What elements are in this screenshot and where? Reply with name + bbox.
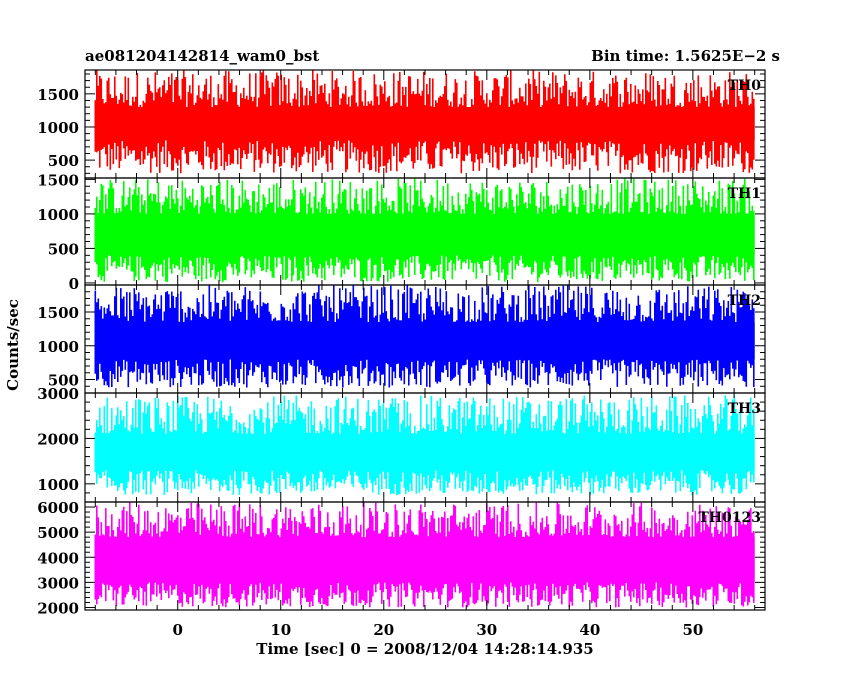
- y-tick-label: 1000: [37, 119, 79, 137]
- y-tick-label: 1500: [37, 304, 79, 322]
- y-tick-label: 0: [69, 275, 79, 293]
- x-tick-label: 50: [682, 621, 703, 639]
- x-tick-label: 20: [373, 621, 394, 639]
- y-tick-label: 1000: [37, 476, 79, 494]
- series-core-th1: [95, 213, 755, 256]
- y-tick-label: 500: [48, 152, 79, 170]
- x-tick-labels: 0 10 20 30 40 50: [173, 621, 704, 639]
- y-tick-label: 4000: [37, 549, 79, 567]
- panel-label-th2: TH2: [728, 293, 761, 309]
- x-tick-label: 40: [579, 621, 600, 639]
- y-tick-label: 3000: [37, 574, 79, 592]
- x-tick-label: 30: [476, 621, 497, 639]
- panel-label-th3: TH3: [728, 401, 761, 417]
- y-tick-label: 2000: [37, 430, 79, 448]
- x-tick-label: 0: [173, 621, 183, 639]
- y-axis-label: Counts/sec: [4, 299, 22, 391]
- y-tick-label: 5000: [37, 524, 79, 542]
- panel-label-th0123: TH0123: [698, 510, 761, 526]
- y-tick-label: 1500: [37, 86, 79, 104]
- panel-th1: 0 500 1000 1500 TH1: [37, 171, 766, 293]
- panel-th0: 500 1000 1500 TH0: [37, 69, 766, 179]
- y-tick-label: 500: [48, 372, 79, 390]
- y-tick-label: 1500: [37, 171, 79, 189]
- y-tick-label: 1000: [37, 338, 79, 356]
- panel-th3: 1000 2000 3000 TH3: [37, 385, 766, 503]
- chart-title: ae081204142814_wam0_bst: [85, 47, 319, 65]
- y-tick-label: 500: [48, 240, 79, 258]
- series-core-th3: [95, 433, 755, 471]
- x-tick-label: 10: [270, 621, 291, 639]
- series-core-th2: [95, 322, 755, 360]
- x-axis-label: Time [sec] 0 = 2008/12/04 14:28:14.935: [256, 640, 593, 658]
- series-core-th0123: [95, 537, 755, 583]
- series-core-th0: [95, 107, 755, 141]
- y-tick-label: 6000: [37, 499, 79, 517]
- panel-th2: 500 1000 1500 TH2: [37, 284, 766, 394]
- panel-label-th1: TH1: [728, 186, 761, 202]
- y-tick-label: 2000: [37, 599, 79, 617]
- panel-th0123: 2000 3000 4000 5000 6000 TH0123: [37, 499, 766, 617]
- panels: 500 1000 1500 TH0 0 500 1000 1500 TH1 500 1000 1500…: [37, 69, 766, 617]
- bin-time-label: Bin time: 1.5625E−2 s: [591, 47, 780, 65]
- y-tick-label: 3000: [37, 385, 79, 403]
- panel-label-th0: TH0: [728, 78, 762, 94]
- y-tick-label: 1000: [37, 206, 79, 224]
